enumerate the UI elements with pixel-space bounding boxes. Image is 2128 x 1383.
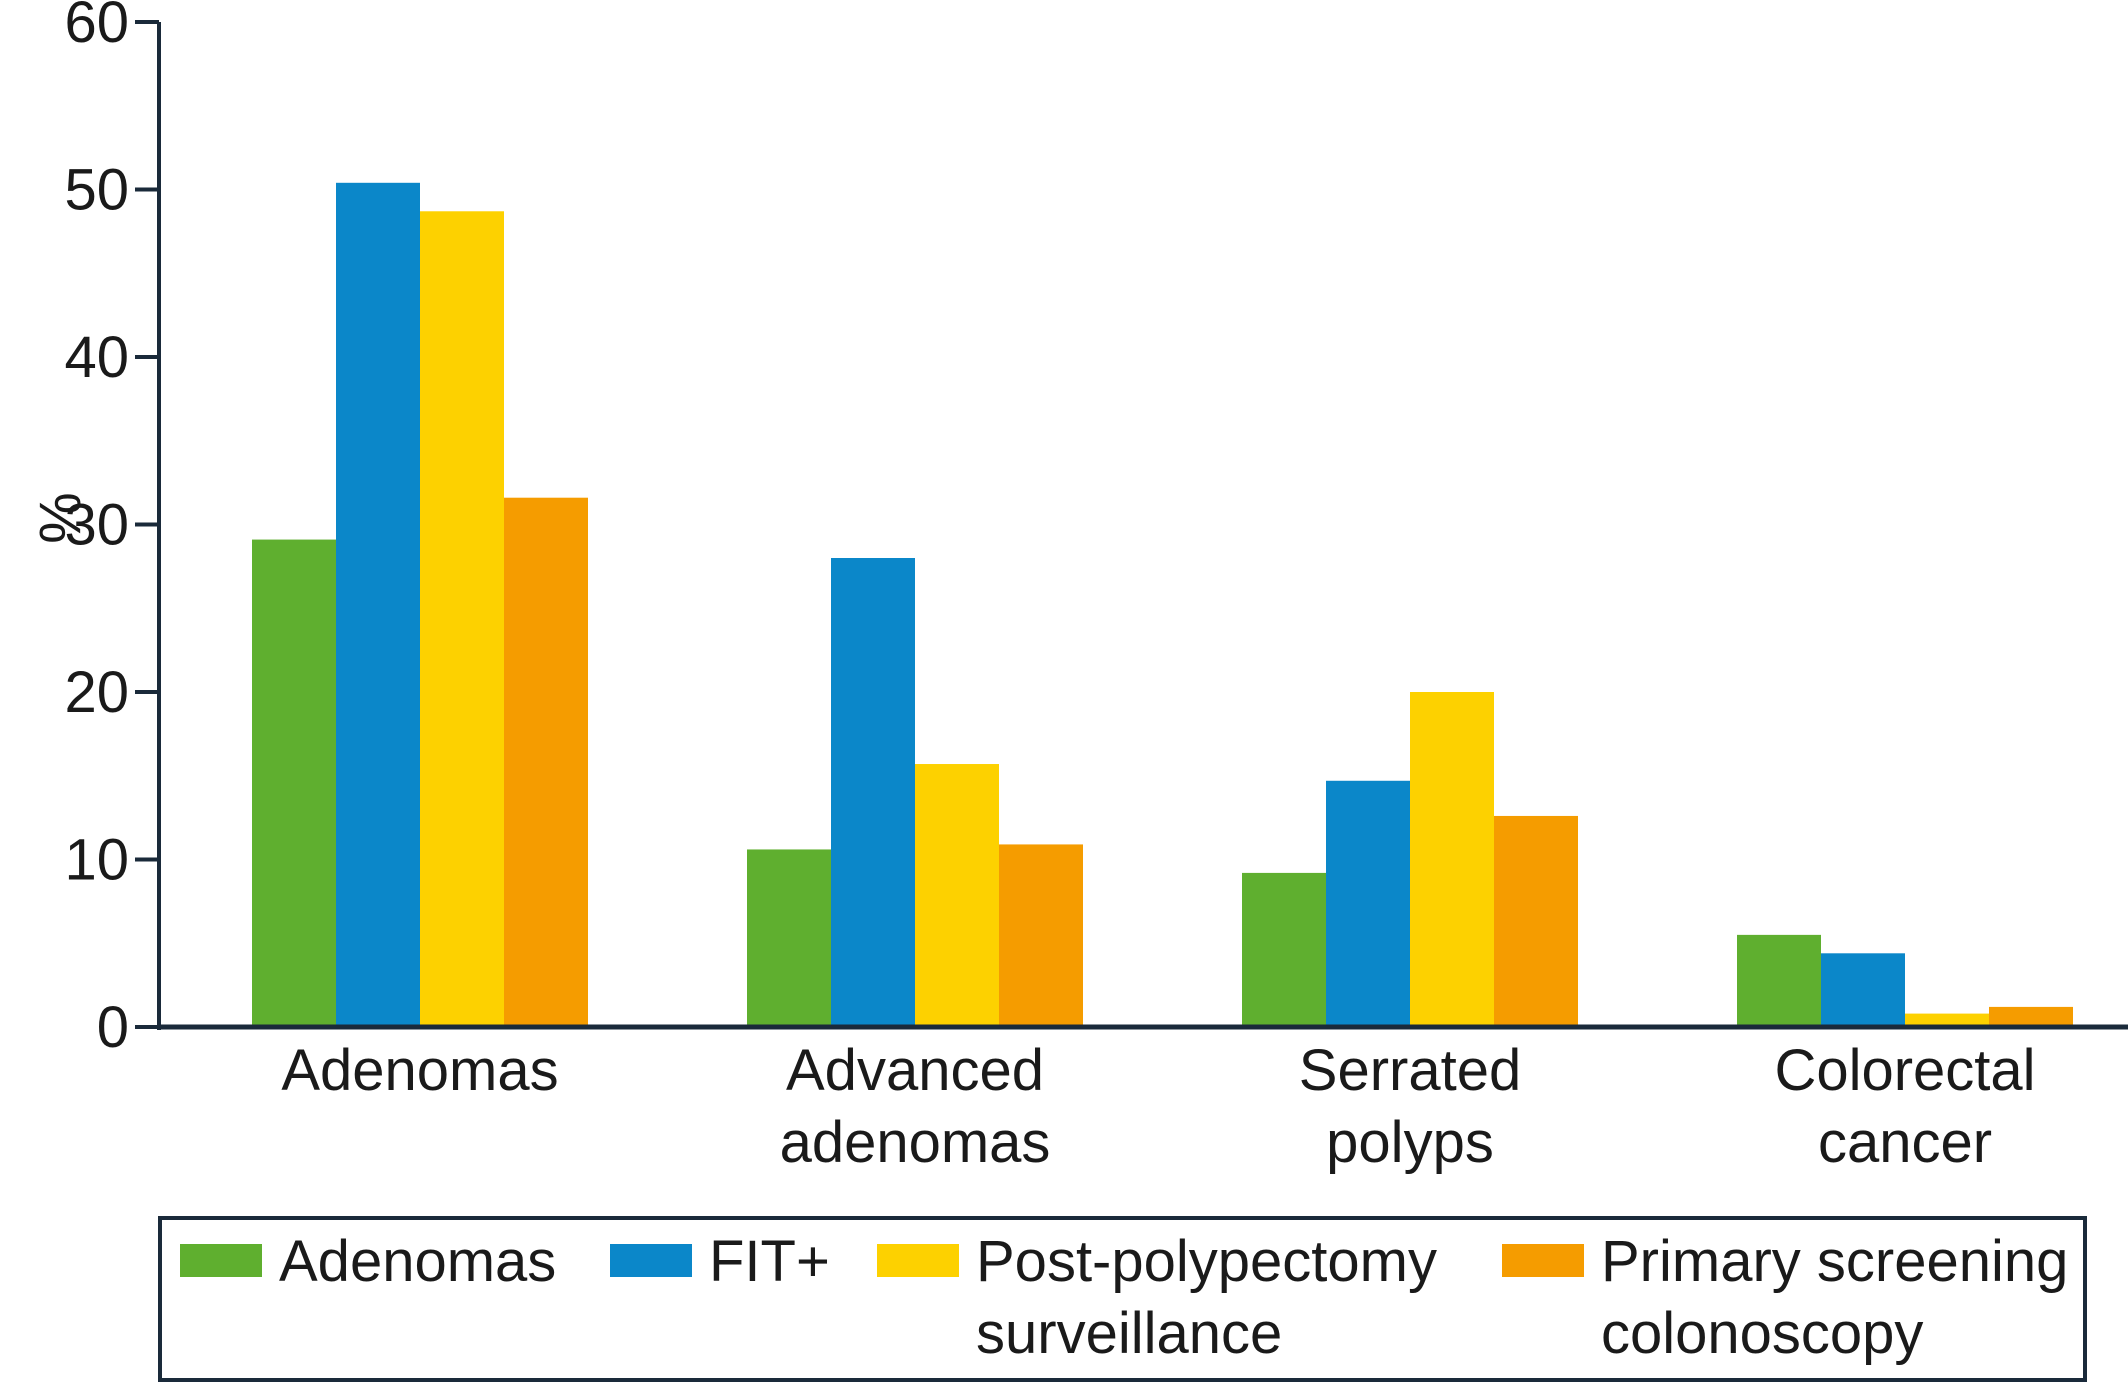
bar-3-1 <box>420 211 504 1027</box>
bar-3-2 <box>915 764 999 1027</box>
y-axis: 0 10 20 30 40 50 60% <box>27 0 161 1060</box>
legend-swatch <box>180 1244 262 1277</box>
bar-2-4 <box>1821 953 1905 1027</box>
bar-2-2 <box>831 558 915 1027</box>
bars-group <box>252 182 2073 1028</box>
y-axis-title: % <box>27 492 92 544</box>
y-tick-label: 30 <box>64 493 129 558</box>
bar-3-4 <box>1905 1013 1989 1027</box>
y-tick-label: 60 <box>64 0 129 55</box>
x-category-label: Serrated <box>1299 1038 1521 1103</box>
bar-2-1 <box>336 182 420 1028</box>
x-axis: Adenomas Advanced adenomas Serrated polyps Co… <box>157 1024 2128 1175</box>
y-tick-label: 50 <box>64 158 129 223</box>
bar-1-1 <box>252 539 336 1027</box>
legend-label: surveillance <box>976 1301 1282 1366</box>
legend-swatch <box>610 1244 692 1277</box>
legend-label: FIT+ <box>709 1229 830 1294</box>
bar-4-4 <box>1989 1006 2073 1027</box>
legend: Adenomas FIT+ Post-polypectomy surveillance… <box>158 1216 2087 1382</box>
bar-2-3 <box>1326 780 1410 1027</box>
x-category-label: adenomas <box>780 1110 1051 1175</box>
bar-3-3 <box>1410 692 1494 1027</box>
bar-1-3 <box>1242 872 1326 1027</box>
x-category-label: polyps <box>1326 1110 1494 1175</box>
legend-label: Post-polypectomy <box>976 1229 1437 1294</box>
y-tick-label: 20 <box>64 660 129 725</box>
y-tick-label: 0 <box>97 995 129 1060</box>
legend-swatch <box>877 1244 959 1277</box>
x-category-label: Advanced <box>786 1038 1044 1103</box>
x-category-label: Colorectal <box>1774 1038 2035 1103</box>
bar-1-4 <box>1737 934 1821 1027</box>
legend-label: Adenomas <box>279 1229 556 1294</box>
y-tick-label: 10 <box>64 828 129 893</box>
bar-4-3 <box>1494 815 1578 1027</box>
x-category-label: cancer <box>1818 1110 1992 1175</box>
x-category-label: Adenomas <box>281 1038 558 1103</box>
legend-label: Primary screening <box>1601 1229 2068 1294</box>
bar-1-2 <box>747 849 831 1027</box>
legend-box <box>158 1216 2087 1382</box>
bar-4-1 <box>504 497 588 1027</box>
y-tick-label: 40 <box>64 325 129 390</box>
legend-swatch <box>1502 1244 1584 1277</box>
bar-4-2 <box>999 844 1083 1027</box>
legend-label: colonoscopy <box>1601 1301 1923 1366</box>
